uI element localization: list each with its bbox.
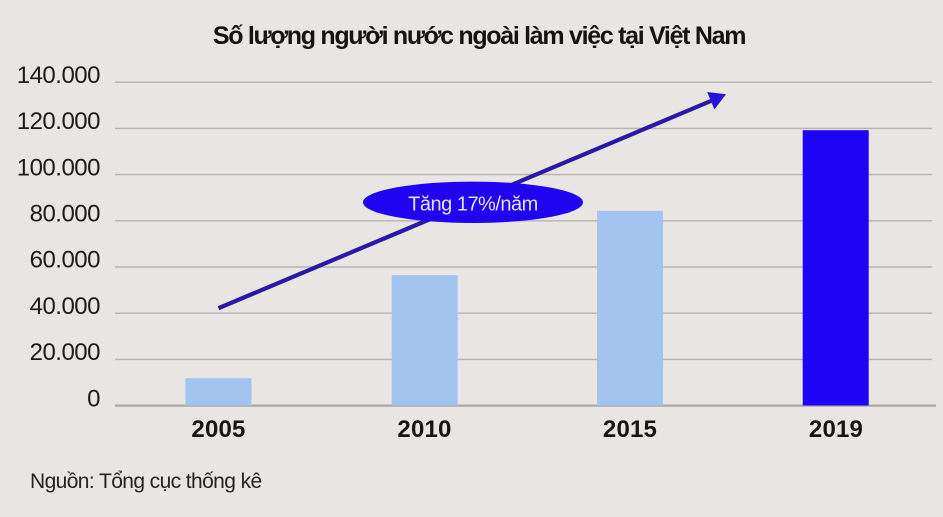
svg-text:Tăng 17%/năm: Tăng 17%/năm — [408, 194, 538, 216]
svg-text:40.000: 40.000 — [30, 293, 101, 320]
svg-text:Số lượng người nước ngoài làm: Số lượng người nước ngoài làm việc tại V… — [213, 22, 745, 50]
svg-text:120.000: 120.000 — [17, 108, 100, 135]
svg-text:0: 0 — [87, 385, 100, 412]
svg-text:20.000: 20.000 — [30, 339, 101, 366]
svg-text:60.000: 60.000 — [30, 247, 101, 274]
svg-text:100.000: 100.000 — [17, 154, 100, 181]
svg-text:80.000: 80.000 — [30, 201, 101, 228]
svg-text:140.000: 140.000 — [17, 62, 100, 89]
svg-text:2019: 2019 — [809, 416, 863, 443]
svg-text:2005: 2005 — [191, 416, 245, 443]
svg-text:Nguồn: Tổng cục thống kê: Nguồn: Tổng cục thống kê — [30, 470, 262, 493]
svg-text:2015: 2015 — [603, 416, 657, 443]
svg-text:2010: 2010 — [397, 416, 451, 443]
